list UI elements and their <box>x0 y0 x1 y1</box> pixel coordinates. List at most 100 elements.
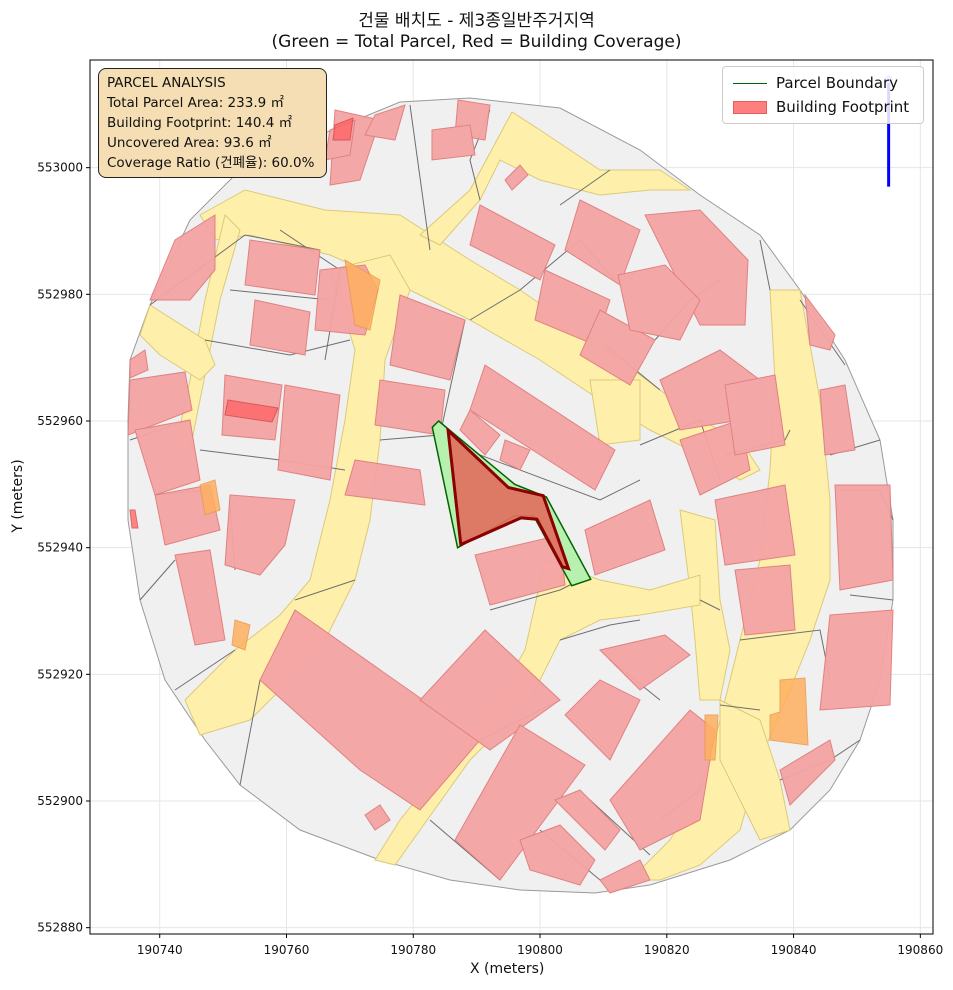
lot-boundary-line <box>409 104 431 251</box>
context-building <box>834 484 894 591</box>
context-building <box>599 859 651 894</box>
x-tick-label: 190820 <box>644 943 690 957</box>
chart-title-line-1: 건물 배치도 - 제3종일반주거지역 <box>358 11 595 31</box>
context-building <box>149 214 216 301</box>
lot-boundary-line <box>849 594 894 601</box>
context-building <box>819 609 894 711</box>
x-tick-label: 190800 <box>517 943 563 957</box>
context-building <box>554 789 621 851</box>
lot-boundary-line <box>489 589 561 611</box>
legend-label-building: Building Footprint <box>776 98 910 116</box>
lot-boundary-line <box>559 619 641 641</box>
red-highlight-buildings <box>129 117 354 529</box>
lot-boundary-line <box>204 339 351 356</box>
x-axis-ticks: 190740 190760 190780 190800 190820 190840 1908… <box>137 934 943 957</box>
context-building <box>804 293 836 351</box>
context-building <box>609 709 716 851</box>
y-tick-label: 552880 <box>37 921 83 935</box>
context-building <box>364 804 391 831</box>
y-axis-ticks: 552880 552900 552920 552940 552960 552980 5530… <box>37 161 90 935</box>
analysis-heading: PARCEL ANALYSIS <box>107 75 226 91</box>
context-building <box>584 499 666 576</box>
context-building <box>344 459 426 506</box>
lot-boundary-line <box>294 579 356 601</box>
lot-boundary-line <box>699 599 721 611</box>
legend-item-parcel: Parcel Boundary <box>733 72 898 94</box>
analysis-line-ratio: Coverage Ratio (건폐율): 60.0% <box>107 155 315 171</box>
context-building <box>244 239 321 296</box>
accent-building <box>199 479 221 516</box>
legend-line-swatch <box>733 82 767 84</box>
accent-buildings <box>199 259 809 761</box>
highlight-building <box>129 509 139 529</box>
context-building <box>259 609 481 811</box>
lot-boundary-line <box>469 289 521 321</box>
context-building <box>249 299 311 356</box>
context-building <box>419 629 561 751</box>
context-layer <box>127 75 894 894</box>
context-building <box>499 439 531 471</box>
lot-boundary-line <box>759 239 771 291</box>
legend-label-parcel: Parcel Boundary <box>776 74 899 92</box>
context-building <box>459 409 501 456</box>
accent-building <box>704 714 719 761</box>
x-tick-label: 190760 <box>264 943 310 957</box>
context-building <box>779 739 836 806</box>
lot-boundary-line <box>174 649 236 691</box>
lot-boundary-line <box>439 439 641 501</box>
context-building <box>431 124 476 161</box>
y-tick-label: 552960 <box>37 414 83 428</box>
chart-title-line-2: (Green = Total Parcel, Red = Building Co… <box>271 32 682 52</box>
context-building <box>519 824 596 886</box>
legend: Parcel Boundary Building Footprint <box>722 66 924 124</box>
context-building <box>734 564 796 636</box>
context-building <box>224 494 296 576</box>
context-building <box>469 364 616 491</box>
road-segment <box>184 254 411 736</box>
y-tick-label: 552940 <box>37 541 83 555</box>
analysis-line-uncovered: Uncovered Area: 93.6 ㎡ <box>107 135 272 151</box>
context-building <box>504 164 529 191</box>
context-building <box>127 371 193 436</box>
context-building <box>364 104 406 141</box>
road-segment <box>419 111 692 246</box>
context-building <box>134 419 201 496</box>
context-building <box>469 204 556 281</box>
legend-patch-swatch <box>733 100 767 114</box>
context-building <box>617 264 701 341</box>
lot-boundary-line <box>139 559 176 601</box>
lot-boundary-line <box>719 704 761 711</box>
y-axis-label: Y (meters) <box>10 459 26 533</box>
context-building <box>474 534 566 606</box>
lot-boundary-line <box>559 169 611 206</box>
y-tick-label: 553000 <box>37 161 83 175</box>
context-building <box>129 349 149 379</box>
context-building <box>174 549 226 646</box>
accent-building <box>769 677 809 746</box>
lot-boundary-line <box>229 289 331 301</box>
highlight-building <box>332 117 354 141</box>
context-building <box>277 384 341 481</box>
context-building <box>599 634 691 691</box>
y-tick-label: 552900 <box>37 794 83 808</box>
analysis-line-total: Total Parcel Area: 233.9 ㎡ <box>107 95 284 111</box>
x-axis-label: X (meters) <box>470 961 545 977</box>
analysis-line-footprint: Building Footprint: 140.4 ㎡ <box>107 115 293 131</box>
lot-boundary-line <box>239 679 261 786</box>
axes-frame <box>89 59 934 935</box>
x-tick-label: 190860 <box>897 943 943 957</box>
context-building <box>389 294 466 381</box>
accent-building <box>231 619 251 651</box>
context-building <box>724 374 786 456</box>
highlight-building <box>224 399 279 423</box>
context-building <box>564 679 641 761</box>
context-building <box>819 384 856 456</box>
x-tick-label: 190780 <box>390 943 436 957</box>
y-tick-label: 552980 <box>37 287 83 301</box>
parcel-analysis-box: PARCEL ANALYSIS Total Parcel Area: 233.9… <box>98 68 327 178</box>
building-footprint-polygon <box>446 426 571 571</box>
y-tick-label: 552920 <box>37 667 83 681</box>
context-building <box>714 484 796 566</box>
